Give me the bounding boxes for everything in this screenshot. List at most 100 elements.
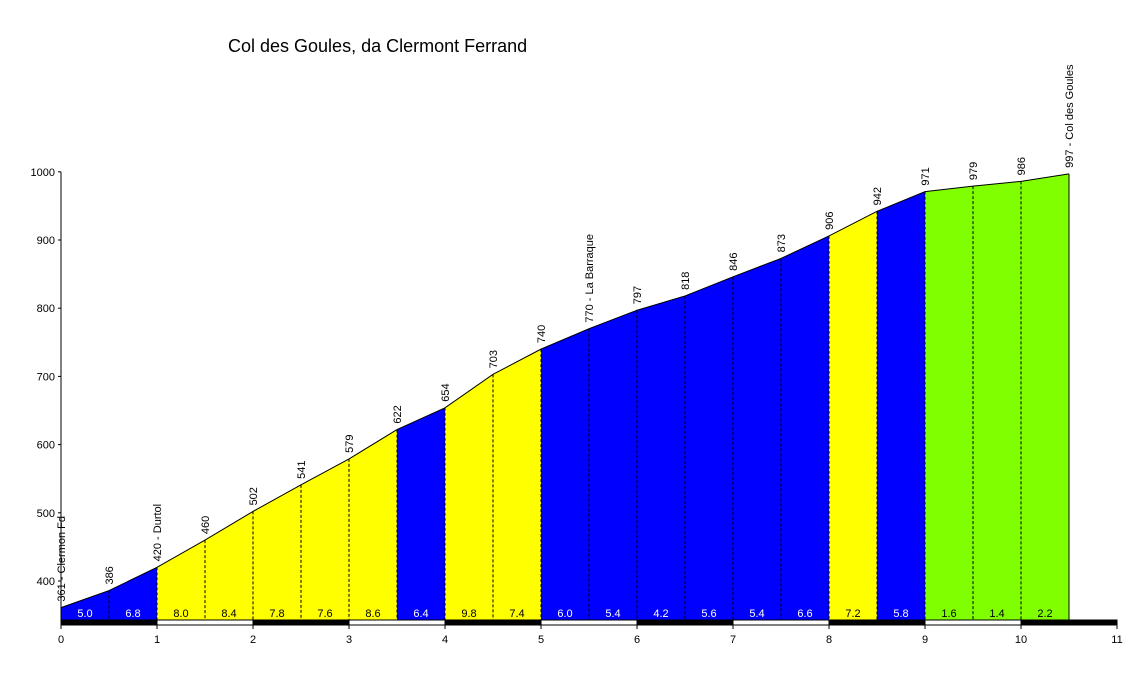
point-label: 654: [440, 383, 452, 401]
x-tick-label: 8: [826, 634, 832, 646]
segment-dividers: [108, 173, 1070, 620]
km-scale-bar: [60, 619, 1118, 626]
point-label: 873: [776, 234, 788, 252]
grade-label: 5.0: [77, 608, 92, 620]
point-label: 460: [200, 516, 212, 534]
x-tick-label: 1: [154, 634, 160, 646]
y-tick-label: 1000: [31, 167, 55, 179]
point-labels: 361 - Clermon Fd 386 420 - Durtol 460 502 541…: [56, 64, 1076, 602]
x-tick-label: 5: [538, 634, 544, 646]
km-block: [924, 619, 1022, 626]
km-block: [828, 619, 926, 626]
grade-label: 8.4: [221, 608, 236, 620]
y-axis: 400 500 600 700 800 900 1000: [31, 167, 62, 620]
y-tick-label: 800: [37, 303, 55, 315]
point-label: 846: [728, 252, 740, 270]
grade-label: 5.4: [605, 608, 620, 620]
grade-label: 2.2: [1037, 608, 1052, 620]
grade-label: 8.6: [365, 608, 380, 620]
segment-area: [397, 407, 445, 620]
point-label: 971: [920, 167, 932, 185]
point-label: 906: [824, 212, 836, 230]
grade-label: 7.2: [845, 608, 860, 620]
km-block: [60, 619, 158, 626]
grade-label: 1.6: [941, 608, 956, 620]
grade-label: 5.8: [893, 608, 908, 620]
y-tick-label: 900: [37, 235, 55, 247]
x-tick-label: 0: [58, 634, 64, 646]
point-label: 703: [488, 350, 500, 368]
grade-label: 5.6: [701, 608, 716, 620]
x-tick-label: 7: [730, 634, 736, 646]
y-tick-label: 400: [37, 576, 55, 588]
point-label: 797: [632, 286, 644, 304]
point-label: 579: [344, 435, 356, 453]
segment-area: [301, 458, 349, 620]
point-label: 942: [872, 187, 884, 205]
point-label: 997 - Col des Goules: [1064, 64, 1076, 168]
grade-label: 7.4: [509, 608, 524, 620]
point-label: 818: [680, 272, 692, 290]
profile-line: [60, 173, 1070, 609]
segment-area: [1021, 173, 1069, 620]
x-tick-label: 4: [442, 634, 448, 646]
point-label: 420 - Durtol: [152, 504, 164, 561]
point-label: 740: [536, 325, 548, 343]
grade-label: 4.2: [653, 608, 668, 620]
grade-label: 6.8: [125, 608, 140, 620]
profile-polyline: [60, 173, 1070, 609]
segment-area: [541, 328, 589, 620]
segment-area: [781, 235, 829, 620]
grade-label: 7.6: [317, 608, 332, 620]
grade-label: 5.4: [749, 608, 764, 620]
x-tick-label: 10: [1015, 634, 1027, 646]
segment-area: [829, 211, 877, 620]
y-tick-label: 700: [37, 371, 55, 383]
segment-area: [733, 258, 781, 620]
grade-label: 6.0: [557, 608, 572, 620]
point-label: 622: [392, 405, 404, 423]
segment-area: [445, 374, 493, 620]
chart-title: Col des Goules, da Clermont Ferrand: [228, 36, 527, 56]
segment-area: [205, 511, 253, 620]
x-tick-label: 9: [922, 634, 928, 646]
segment-area: [685, 276, 733, 620]
y-tick-label: 600: [37, 440, 55, 452]
km-block: [252, 619, 350, 626]
grade-label: 6.6: [797, 608, 812, 620]
x-axis: 0 1 2 3 4 5 6 7 8 9 10 11: [58, 625, 1123, 646]
km-block: [156, 619, 254, 626]
grade-label: 8.0: [173, 608, 188, 620]
km-block: [444, 619, 542, 626]
segment-area: [925, 186, 973, 620]
km-block: [732, 619, 830, 626]
segment-area: [253, 484, 301, 620]
segment-areas: [61, 173, 1069, 620]
segment-area: [589, 310, 637, 620]
point-label: 979: [968, 162, 980, 180]
point-label: 502: [248, 487, 260, 505]
point-label: 986: [1016, 157, 1028, 175]
km-block: [1020, 619, 1118, 626]
km-block: [540, 619, 638, 626]
grade-label: 9.8: [461, 608, 476, 620]
segment-area: [973, 181, 1021, 620]
km-block: [348, 619, 446, 626]
point-label: 541: [296, 460, 308, 478]
point-label: 361 - Clermon Fd: [56, 516, 68, 602]
point-label: 386: [104, 566, 116, 584]
x-tick-label: 11: [1111, 634, 1122, 646]
segment-area: [157, 540, 205, 620]
segment-area: [61, 590, 109, 620]
km-block: [636, 619, 734, 626]
x-tick-label: 6: [634, 634, 640, 646]
x-tick-label: 3: [346, 634, 352, 646]
segment-area: [637, 295, 685, 620]
segment-area: [493, 349, 541, 620]
x-tick-label: 2: [250, 634, 256, 646]
grade-labels: 5.0 6.8 8.0 8.4 7.8 7.6 8.6 6.4 9.8 7.4 6.0 5.4 4.2 5…: [77, 608, 1052, 620]
grade-label: 7.8: [269, 608, 284, 620]
y-tick-label: 500: [37, 508, 55, 520]
grade-label: 6.4: [413, 608, 428, 620]
